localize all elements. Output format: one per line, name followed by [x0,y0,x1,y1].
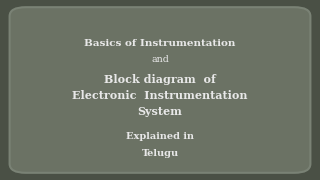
Text: Explained in: Explained in [126,132,194,141]
Text: System: System [138,106,182,117]
Text: Block diagram  of: Block diagram of [104,74,216,85]
Text: Electronic  Instrumentation: Electronic Instrumentation [72,90,248,101]
Text: Basics of Instrumentation: Basics of Instrumentation [84,39,236,48]
Text: Telugu: Telugu [141,148,179,158]
FancyBboxPatch shape [10,7,310,173]
Text: and: and [151,55,169,64]
